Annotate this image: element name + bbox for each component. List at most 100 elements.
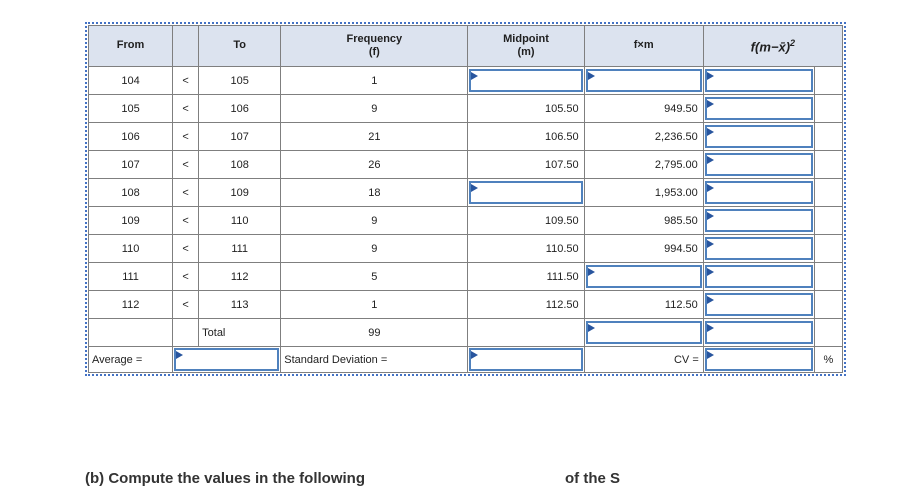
cell-blank bbox=[813, 150, 844, 179]
cell-f-m-xbar-squared bbox=[702, 150, 815, 179]
answer-input-box[interactable] bbox=[704, 265, 813, 288]
cell-compare: < bbox=[172, 94, 200, 123]
table-row: 107 <108 26 107.50 2,795.00 bbox=[87, 150, 844, 179]
header-row: From To Frequency (f) Midpoint (m) f×m f… bbox=[87, 25, 844, 67]
cell-from: 109 bbox=[87, 206, 174, 235]
cell-f-m-xbar-squared bbox=[702, 122, 815, 151]
header-midpoint-title: Midpoint bbox=[503, 32, 549, 45]
header-midpoint: Midpoint (m) bbox=[467, 25, 585, 67]
header-to: To bbox=[198, 25, 282, 67]
answer-input-box[interactable] bbox=[704, 237, 813, 260]
answer-input-box[interactable] bbox=[704, 293, 813, 316]
cell-blank bbox=[87, 318, 174, 347]
answer-input-box[interactable] bbox=[585, 69, 702, 92]
cell-blank bbox=[467, 318, 585, 347]
cell-midpoint: 111.50 bbox=[467, 262, 585, 291]
total-frequency: 99 bbox=[280, 318, 469, 347]
cell-from: 105 bbox=[87, 94, 174, 123]
cell-to: 105 bbox=[198, 66, 282, 95]
cell-midpoint: 107.50 bbox=[467, 150, 585, 179]
cell-frequency: 1 bbox=[280, 290, 469, 319]
cell-f-m-xbar-squared bbox=[702, 66, 815, 95]
average-label: Average = bbox=[87, 346, 174, 373]
answer-input-box[interactable] bbox=[585, 265, 702, 288]
header-from: From bbox=[87, 25, 174, 67]
stddev-label: Standard Deviation = bbox=[280, 346, 469, 373]
answer-input-box[interactable] bbox=[704, 321, 813, 344]
comment-flag-icon bbox=[706, 268, 714, 276]
cell-midpoint: 110.50 bbox=[467, 234, 585, 263]
comment-flag-icon bbox=[706, 128, 714, 136]
cell-blank bbox=[813, 206, 844, 235]
cell-to: 108 bbox=[198, 150, 282, 179]
cell-midpoint: 105.50 bbox=[467, 94, 585, 123]
cell-fxm: 994.50 bbox=[583, 234, 704, 263]
total-row: Total 99 bbox=[87, 318, 844, 347]
cell-midpoint bbox=[467, 66, 585, 95]
header-f-m-xbar-squared: f(m−x̄)2 bbox=[702, 25, 844, 67]
comment-flag-icon bbox=[706, 324, 714, 332]
frequency-table: From To Frequency (f) Midpoint (m) f×m f… bbox=[87, 25, 844, 373]
cell-blank bbox=[813, 178, 844, 207]
cell-frequency: 5 bbox=[280, 262, 469, 291]
answer-input-box[interactable] bbox=[704, 181, 813, 204]
comment-flag-icon bbox=[706, 351, 714, 359]
cell-blank bbox=[172, 318, 200, 347]
cell-fxm: 112.50 bbox=[583, 290, 704, 319]
cell-frequency: 1 bbox=[280, 66, 469, 95]
cell-f-m-xbar-squared bbox=[702, 94, 815, 123]
table-row: 110 <111 9 110.50 994.50 bbox=[87, 234, 844, 263]
cell-to: 110 bbox=[198, 206, 282, 235]
cell-frequency: 21 bbox=[280, 122, 469, 151]
total-label: Total bbox=[198, 318, 282, 347]
cell-f-m-xbar-squared bbox=[702, 206, 815, 235]
answer-input-box[interactable] bbox=[704, 153, 813, 176]
answer-input-box[interactable] bbox=[704, 125, 813, 148]
cell-fxm: 2,236.50 bbox=[583, 122, 704, 151]
cell-total-fmx bbox=[702, 318, 815, 347]
cv-input-box[interactable] bbox=[704, 348, 813, 371]
cell-frequency: 9 bbox=[280, 234, 469, 263]
cell-stddev bbox=[467, 346, 585, 373]
stddev-input-box[interactable] bbox=[469, 348, 583, 371]
table-row: 108 <109 18 1,953.00 bbox=[87, 178, 844, 207]
header-fmx-exponent: 2 bbox=[790, 37, 796, 48]
comment-flag-icon bbox=[587, 324, 595, 332]
answer-input-box[interactable] bbox=[469, 181, 583, 204]
average-input-box[interactable] bbox=[174, 348, 280, 371]
cell-from: 112 bbox=[87, 290, 174, 319]
cell-fxm: 985.50 bbox=[583, 206, 704, 235]
table-row: 111 <112 5 111.50 bbox=[87, 262, 844, 291]
header-frequency: Frequency (f) bbox=[280, 25, 469, 67]
table-row: 104 <105 1 bbox=[87, 66, 844, 95]
comment-flag-icon bbox=[706, 156, 714, 164]
comment-flag-icon bbox=[471, 184, 479, 192]
table-selection-frame: From To Frequency (f) Midpoint (m) f×m f… bbox=[85, 22, 846, 376]
comment-flag-icon bbox=[706, 184, 714, 192]
header-compare bbox=[172, 25, 200, 67]
cell-frequency: 9 bbox=[280, 206, 469, 235]
cell-blank bbox=[813, 318, 844, 347]
answer-input-box[interactable] bbox=[469, 69, 583, 92]
cv-label: CV = bbox=[583, 346, 704, 373]
comment-flag-icon bbox=[176, 351, 184, 359]
table-row: 109 <110 9 109.50 985.50 bbox=[87, 206, 844, 235]
answer-input-box[interactable] bbox=[704, 209, 813, 232]
answer-input-box[interactable] bbox=[704, 97, 813, 120]
cell-f-m-xbar-squared bbox=[702, 262, 815, 291]
cell-blank bbox=[813, 290, 844, 319]
cell-from: 107 bbox=[87, 150, 174, 179]
summary-row: Average = Standard Deviation = CV = % bbox=[87, 346, 844, 373]
cell-total-fxm bbox=[583, 318, 704, 347]
cell-to: 112 bbox=[198, 262, 282, 291]
answer-input-box[interactable] bbox=[585, 321, 702, 344]
cell-fxm bbox=[583, 66, 704, 95]
table-row: 112 <113 1 112.50 112.50 bbox=[87, 290, 844, 319]
cell-blank bbox=[813, 262, 844, 291]
answer-input-box[interactable] bbox=[704, 69, 813, 92]
header-frequency-unit: (f) bbox=[368, 46, 380, 58]
header-fmx-base: f(m−x̄) bbox=[750, 38, 791, 54]
comment-flag-icon bbox=[706, 296, 714, 304]
cell-f-m-xbar-squared bbox=[702, 290, 815, 319]
cell-midpoint: 106.50 bbox=[467, 122, 585, 151]
